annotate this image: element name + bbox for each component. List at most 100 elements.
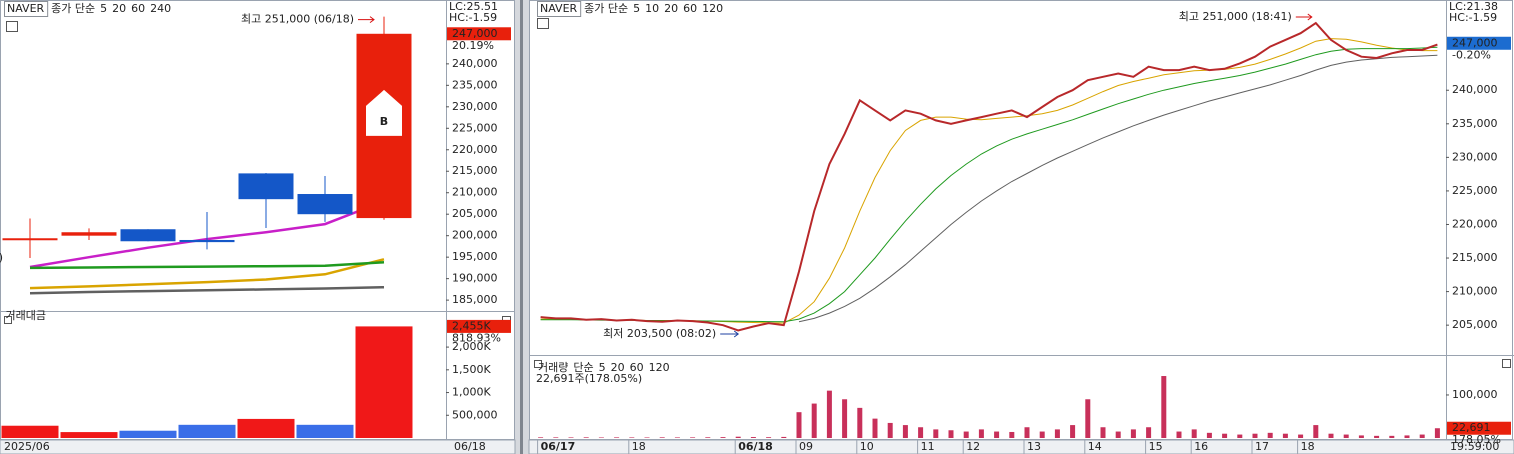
candle-body <box>61 232 117 236</box>
x-tick-label: 14 <box>1088 440 1102 453</box>
bar <box>826 390 832 438</box>
last-value-box <box>447 319 511 333</box>
y-tick-label: 205,000 <box>452 207 498 220</box>
left-time-axis <box>0 439 516 454</box>
bar <box>872 418 878 438</box>
header-text: 60 <box>630 361 644 374</box>
splitter-grip <box>520 0 523 454</box>
bar <box>1100 427 1106 438</box>
y-tick-label: 210,000 <box>1452 285 1498 298</box>
bar <box>1343 434 1349 438</box>
low-note: 최저 203,500 (08:02) <box>603 327 716 340</box>
bar <box>1434 428 1440 438</box>
y-tick-label: 230,000 <box>1452 150 1498 163</box>
price-line <box>540 21 1438 332</box>
x-tick-label: 16 <box>1194 440 1208 453</box>
bar <box>963 431 969 438</box>
header-text: 단순 <box>573 361 593 374</box>
stat-label: LC:25.51 <box>449 0 498 13</box>
high-arrow <box>358 16 375 23</box>
last-value-label: 22,691 <box>1452 421 1491 434</box>
last-value-label: 247,000 <box>1452 36 1498 49</box>
symbol-box[interactable] <box>537 1 582 17</box>
bar <box>1115 431 1121 438</box>
low-note: 최저 196,800 (06/10) <box>0 251 3 264</box>
low-arrow <box>720 330 740 338</box>
bar <box>1 425 59 438</box>
x-end-label: 19:59:00 <box>1450 440 1499 453</box>
x-tick-label: 06/17 <box>541 440 576 453</box>
header-text: 20 <box>611 361 625 374</box>
y-tick-label: 195,000 <box>452 250 498 263</box>
header-text: 거래량 <box>538 361 568 374</box>
table-icon[interactable] <box>6 21 18 32</box>
pane-icon[interactable] <box>534 360 542 368</box>
bar <box>598 437 604 438</box>
y-tick-label: 220,000 <box>452 143 498 156</box>
bar <box>1191 429 1197 438</box>
bar <box>1374 435 1380 438</box>
bar <box>60 432 118 438</box>
bar <box>1328 433 1334 438</box>
x-tick-label: 11 <box>921 440 935 453</box>
x-start-label: 2025/06 <box>4 440 50 453</box>
change-label: 178.05% <box>1452 433 1501 446</box>
bar <box>978 429 984 438</box>
bar <box>538 437 544 438</box>
bar <box>918 427 924 438</box>
x-tick-label: 17 <box>1255 440 1269 453</box>
bar <box>1389 435 1395 438</box>
candle-body <box>297 194 353 215</box>
bar <box>842 399 848 438</box>
y-tick-label: 1,000K <box>452 386 491 399</box>
bar <box>781 436 787 438</box>
y-tick-label: 215,000 <box>452 164 498 177</box>
bar <box>1176 431 1182 438</box>
stat-label: HC:-1.59 <box>449 11 497 24</box>
x-tick-label: 06/18 <box>738 440 773 453</box>
header-text: 20 <box>112 2 126 15</box>
x-tick-label: 18 <box>632 440 646 453</box>
header-text: 120 <box>649 361 670 374</box>
bar <box>902 425 908 438</box>
bar <box>1161 376 1167 438</box>
bar <box>994 431 1000 438</box>
y-tick-label: 100,000 <box>1452 388 1498 401</box>
pane-icon[interactable] <box>4 316 12 324</box>
bar <box>720 437 726 438</box>
symbol-box[interactable] <box>4 1 49 17</box>
moving-average <box>798 54 1438 323</box>
bar <box>948 430 954 438</box>
last-value-box <box>447 27 511 41</box>
bar <box>1024 427 1030 438</box>
bar <box>1313 425 1319 438</box>
header-text: 10 <box>645 2 659 15</box>
table-icon[interactable] <box>537 18 549 29</box>
bar <box>796 412 802 438</box>
bar <box>568 437 574 438</box>
y-tick-label: 230,000 <box>452 100 498 113</box>
header-text: 20 <box>664 2 678 15</box>
bar <box>1282 433 1288 438</box>
bar <box>1358 435 1364 438</box>
moving-average <box>29 261 385 270</box>
bar <box>629 437 635 438</box>
header-text: NAVER <box>540 2 578 15</box>
bar <box>766 437 772 438</box>
bar <box>1039 431 1045 438</box>
last-value-label: 247,000 <box>452 27 498 40</box>
x-tick-label: 13 <box>1027 440 1041 453</box>
close-button[interactable] <box>1502 359 1511 368</box>
y-tick-label: 240,000 <box>452 57 498 70</box>
bar <box>296 424 354 438</box>
bar <box>1070 425 1076 438</box>
bar <box>1252 433 1258 438</box>
candle-body <box>238 173 294 200</box>
bar <box>1054 429 1060 438</box>
moving-average <box>29 285 385 295</box>
bar <box>1298 434 1304 438</box>
right-time-axis <box>528 439 1514 454</box>
y-tick-label: 215,000 <box>1452 251 1498 264</box>
y-tick-label: 240,000 <box>1452 83 1498 96</box>
bar <box>614 437 620 438</box>
